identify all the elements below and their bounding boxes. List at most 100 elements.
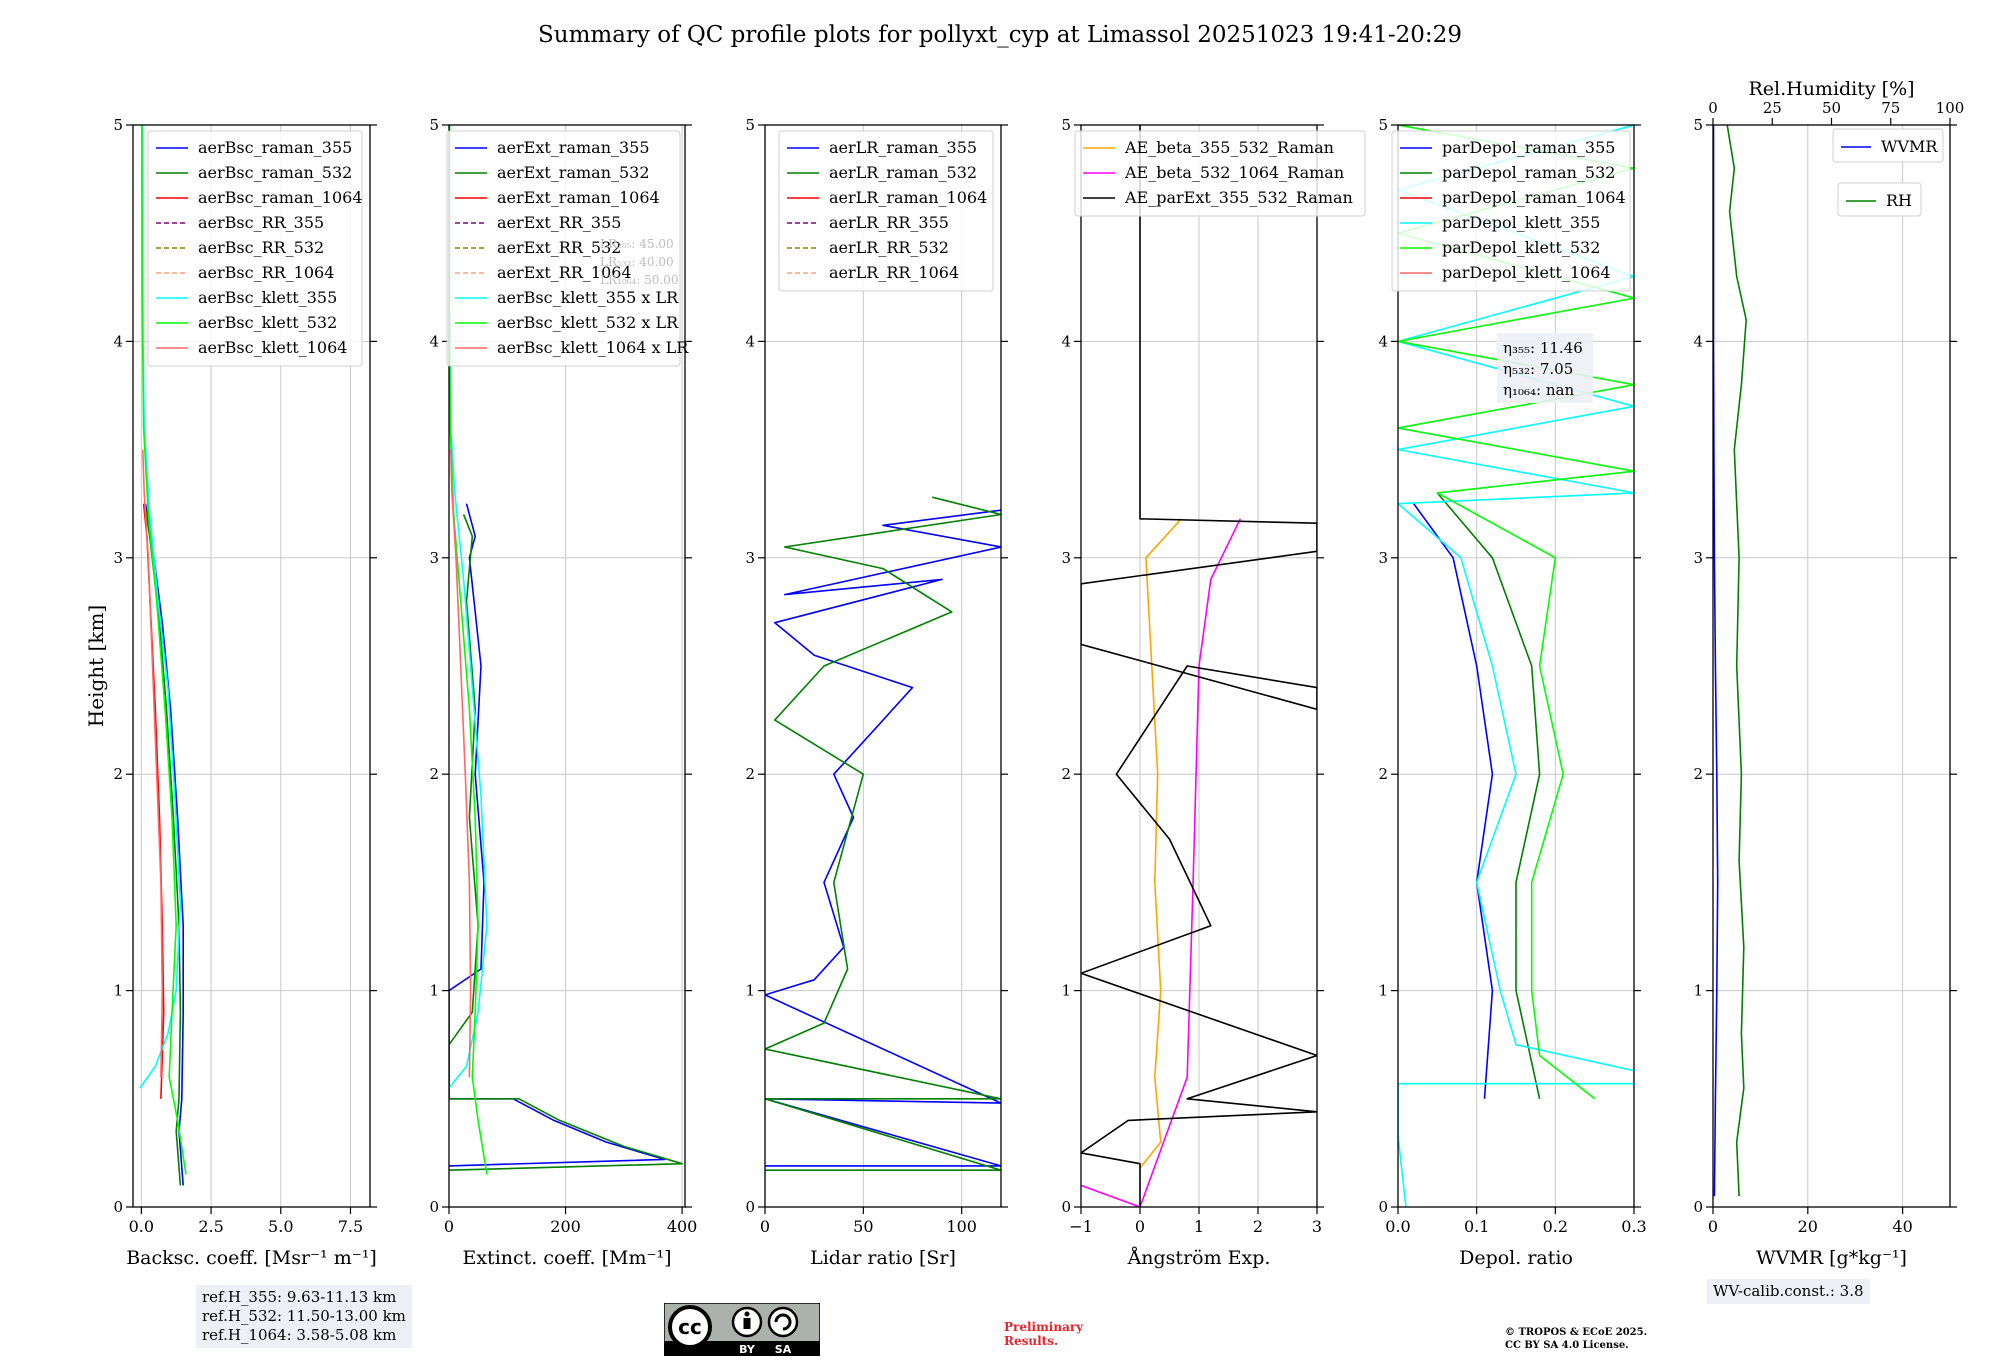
ref-height-355: ref.H_355: 9.63-11.13 km [202,1288,397,1306]
y-tick-label: 2 [1693,765,1703,783]
x-tick-label: 0.0 [129,1217,154,1236]
legend-label: aerBsc_klett_1064 x LR [497,338,689,357]
legend-label: aerBsc_RR_1064 [198,263,334,282]
ref-height-532: ref.H_532: 11.50-13.00 km [202,1307,406,1325]
subplot-2: 0 1 2 3 4 5 0 200 400 Extinct. coeff. [Mm⁻¹] aerEx… [429,116,697,1269]
y-tick-label: 1 [113,982,123,1000]
axes-frame [1397,124,1635,1208]
legend-label: WVMR [1881,137,1938,156]
x-tick-label: 7.5 [338,1217,363,1236]
y-tick-label: 1 [745,982,755,1000]
series-group [139,125,187,1186]
y-tick-label: 0 [113,1198,123,1216]
y-tick-label: 4 [745,332,755,350]
x-tick-label: 0.2 [1543,1217,1568,1236]
y-tick-label: 3 [1378,549,1388,567]
legend-label: aerLR_RR_532 [829,238,949,257]
legend-label: parDepol_klett_532 [1442,238,1600,257]
y-tick-label: 4 [113,332,123,350]
legend-label: aerBsc_klett_355 x LR [497,288,679,307]
legend-label: aerBsc_raman_1064 [198,188,363,207]
series-line-ae-beta-532-1064-raman [1081,518,1242,1207]
legend-label: aerExt_raman_1064 [497,188,660,207]
preliminary-line-1: Preliminary [1004,1320,1084,1334]
x-axis-label: Extinct. coeff. [Mm⁻¹] [462,1247,671,1269]
x-tick-label: 2 [1253,1217,1263,1236]
x-axis-label: Lidar ratio [Sr] [810,1247,956,1269]
y-tick-label: 0 [1378,1198,1388,1216]
y-tick-label: 2 [1378,765,1388,783]
x-tick-label: 0.1 [1464,1217,1489,1236]
y-tick-label: 2 [429,765,439,783]
legend-label: aerExt_RR_532 [497,238,621,257]
eta-annotation: η₃₅₅: 11.46 [1503,339,1583,357]
y-tick-label: 5 [1061,116,1071,134]
y-tick-label: 4 [1061,332,1071,350]
legend-label: aerLR_RR_1064 [829,263,959,282]
legend-box [446,130,681,367]
x-tick-label: 0.0 [1385,1217,1410,1236]
axes-frame [1712,124,1951,1208]
y-tick-label: 1 [1693,982,1703,1000]
preliminary-note: Preliminary Results. [1004,1320,1083,1348]
y-tick-label: 0 [1061,1198,1071,1216]
series-line-aerbsc-klett-1064 [142,449,164,1078]
legend-label: aerLR_raman_1064 [829,188,987,207]
legend-label: aerExt_RR_355 [497,213,621,232]
series-line-aerbsc-klett-1064-x-lr [449,449,472,1078]
legend-label: aerBsc_RR_532 [198,238,324,257]
legend-box [1832,128,1944,163]
legend-label: aerBsc_klett_1064 [198,338,347,357]
legend-label: aerBsc_raman_355 [198,138,352,157]
cc-by-text: BY [739,1343,756,1356]
legend-label: aerExt_RR_1064 [497,263,632,282]
x-axis-label: Ångström Exp. [1127,1247,1271,1269]
y-tick-label: 0 [1693,1198,1703,1216]
axes-frame [132,124,371,1208]
x-tick-label: 400 [667,1217,698,1236]
x-tick-label: 0.3 [1621,1217,1646,1236]
wv-calib-text: WV-calib.const.: 3.8 [1713,1282,1864,1300]
y-tick-label: 5 [1378,116,1388,134]
y-tick-label: 3 [113,549,123,567]
legend-label: parDepol_raman_355 [1442,138,1615,157]
top-axis-label: Rel.Humidity [%] [1748,78,1914,100]
series-line-ae-beta-355-532-raman [1139,518,1182,1169]
series-line-aerbsc-klett-532 [141,125,187,1175]
cc-license-icon: cc BY SA [664,1303,820,1356]
y-tick-label: 4 [1693,332,1703,350]
legend-label: aerLR_raman_532 [829,163,977,182]
x-tick-label: 200 [550,1217,581,1236]
x-tick-label: 0 [1708,1217,1718,1236]
x-axis-label: Backsc. coeff. [Msr⁻¹ m⁻¹] [126,1247,377,1269]
legend-label: parDepol_raman_532 [1442,163,1615,182]
top-x-tick-label: 50 [1822,99,1841,117]
legend-label: aerBsc_RR_355 [198,213,324,232]
series-line-aerbsc-raman-1064 [142,503,165,1099]
series-line-wvmr [1713,125,1719,1197]
legend-box [1837,182,1922,217]
legend-label: parDepol_klett_1064 [1442,263,1611,282]
x-tick-label: 5.0 [268,1217,293,1236]
x-tick-label: 100 [946,1217,977,1236]
lr-annotation: LR₁₀₆₄: 50.00 [600,273,678,287]
top-x-tick-label: 75 [1881,99,1900,117]
legend-label: AE_beta_532_1064_Raman [1124,163,1344,182]
x-tick-label: 0 [1135,1217,1145,1236]
y-tick-label: 5 [113,116,123,134]
y-tick-label: 5 [745,116,755,134]
preliminary-line-2: Results. [1004,1334,1059,1348]
eta-box [1497,333,1593,403]
legend-label: aerLR_raman_355 [829,138,977,157]
ref-height-1064: ref.H_1064: 3.58-5.08 km [202,1326,397,1344]
y-tick-label: 0 [429,1198,439,1216]
legend-label: aerLR_RR_355 [829,213,949,232]
x-tick-label: 2.5 [198,1217,223,1236]
y-tick-label: 3 [429,549,439,567]
y-tick-label: 1 [1061,982,1071,1000]
series-line-rh [1726,125,1747,1197]
series-group [1081,125,1317,1207]
y-tick-label: 2 [745,765,755,783]
